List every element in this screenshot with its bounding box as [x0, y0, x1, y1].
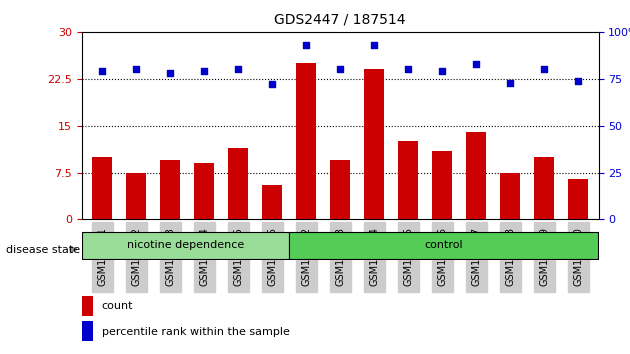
Bar	[432, 151, 452, 219]
Bar	[194, 163, 214, 219]
Point	[335, 67, 345, 72]
Bar	[92, 157, 113, 219]
Bar	[160, 160, 180, 219]
Text: nicotine dependence: nicotine dependence	[127, 240, 244, 250]
Bar	[330, 160, 350, 219]
Point	[403, 67, 413, 72]
Bar	[126, 172, 147, 219]
Point	[233, 67, 243, 72]
Bar	[466, 132, 486, 219]
Point	[573, 78, 583, 84]
FancyBboxPatch shape	[289, 232, 598, 259]
Point	[131, 67, 141, 72]
Bar	[82, 321, 93, 341]
Text: percentile rank within the sample: percentile rank within the sample	[101, 327, 289, 337]
Bar	[82, 296, 93, 316]
Bar	[228, 148, 248, 219]
Bar	[568, 179, 588, 219]
Point	[199, 68, 209, 74]
Bar	[364, 69, 384, 219]
Point	[165, 70, 175, 76]
Point	[539, 67, 549, 72]
Point	[267, 81, 277, 87]
Bar	[398, 141, 418, 219]
Point	[437, 68, 447, 74]
Bar	[534, 157, 554, 219]
Point	[369, 42, 379, 48]
Text: control: control	[424, 240, 463, 250]
Bar	[262, 185, 282, 219]
Point	[471, 61, 481, 67]
Bar	[500, 172, 520, 219]
Text: disease state: disease state	[6, 245, 81, 255]
FancyBboxPatch shape	[82, 232, 289, 259]
Bar	[296, 63, 316, 219]
Point	[505, 80, 515, 85]
Text: count: count	[101, 301, 133, 311]
Text: GDS2447 / 187514: GDS2447 / 187514	[275, 12, 406, 27]
Point	[301, 42, 311, 48]
Point	[97, 68, 107, 74]
